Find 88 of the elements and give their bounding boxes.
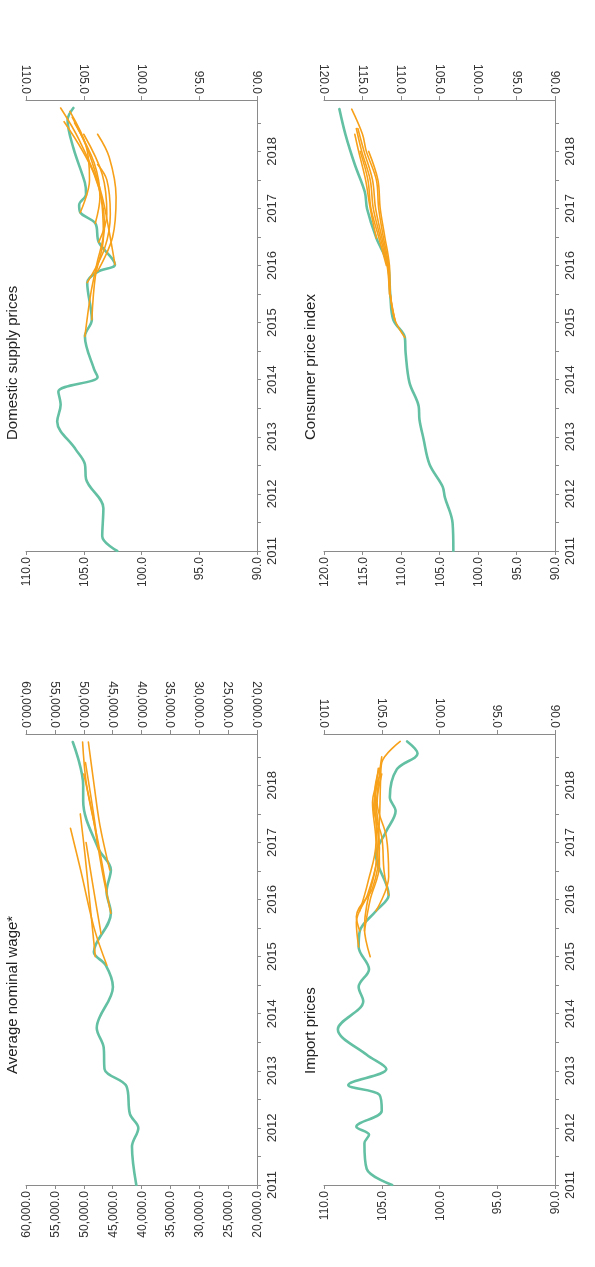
x-tick-label: 60,000.0 [19, 1190, 33, 1238]
x-tick-label: 25,000.0 [221, 1190, 236, 1238]
x2-tick-label: 90.0 [548, 70, 562, 95]
x2-tick-label: 110.0 [394, 64, 408, 95]
x2-tick-label: 55,000.0 [47, 681, 62, 729]
x2-tick-label: 115.0 [355, 64, 370, 95]
y-tick-label: 2012 [562, 1113, 577, 1143]
y-tick-label: 2018 [264, 770, 279, 800]
y-tick-label: 2015 [562, 942, 577, 972]
x2-tick-label: 60,000.0 [19, 681, 33, 729]
x-tick-label: 35,000.0 [163, 1190, 178, 1238]
x2-tick-label: 100.0 [432, 697, 447, 729]
x-tick-label: 95.0 [509, 556, 524, 581]
x2-tick-label: 95.0 [490, 704, 505, 729]
y-tick-label: 2017 [562, 194, 577, 223]
y-tick-label: 2012 [562, 479, 577, 509]
x2-tick-label: 30,000.0 [192, 681, 207, 729]
x-tick-label: 120.0 [317, 556, 331, 588]
y-tick-label: 2015 [264, 942, 279, 972]
x2-tick-label: 105.0 [76, 63, 91, 95]
x-tick-label: 100.0 [432, 1190, 447, 1222]
x-tick-label: 45,000.0 [105, 1190, 120, 1238]
y-tick-label: 2011 [264, 1171, 279, 1199]
x2-tick-label: 100.0 [471, 63, 485, 95]
x-tick-label: 50,000.0 [76, 1190, 91, 1238]
y-tick-label: 2011 [264, 537, 279, 565]
x-tick-label: 90.0 [548, 556, 562, 581]
x-tick-label: 95.0 [490, 1190, 505, 1215]
x-tick-label: 110.0 [394, 556, 408, 587]
x-tick-label: 55,000.0 [47, 1190, 62, 1238]
x2-tick-label: 105.0 [432, 63, 447, 95]
y-tick-label: 2012 [264, 479, 279, 509]
y-tick-label: 2017 [264, 194, 279, 223]
x2-tick-label: 120.0 [317, 63, 331, 95]
y-tick-label: 2013 [264, 1056, 279, 1086]
x2-tick-label: 90.0 [548, 704, 562, 729]
y-tick-label: 2013 [562, 1056, 577, 1086]
text: Average nominal wage* [3, 915, 20, 1074]
y-tick-label: 2013 [264, 422, 279, 452]
text: Consumer price index [301, 293, 318, 440]
y-tick-label: 2017 [562, 828, 577, 857]
y-tick-label: 2017 [264, 828, 279, 857]
x-tick-label: 20,000.0 [250, 1190, 264, 1238]
x2-tick-label: 105.0 [374, 697, 389, 729]
x-tick-label: 40,000.0 [134, 1190, 149, 1238]
x-tick-label: 100.0 [471, 556, 485, 588]
x2-tick-label: 95.0 [192, 70, 207, 95]
y-tick-label: 2016 [264, 251, 279, 281]
y-tick-label: 2016 [562, 885, 577, 915]
y-tick-label: 2015 [562, 308, 577, 338]
x2-tick-label: 110.0 [19, 64, 33, 95]
y-tick-label: 2018 [562, 136, 577, 166]
y-tick-label: 2014 [264, 999, 279, 1029]
y-tick-label: 2016 [562, 251, 577, 281]
x2-tick-label: 40,000.0 [134, 681, 149, 729]
y-tick-label: 2018 [264, 136, 279, 166]
y-tick-label: 2016 [264, 885, 279, 915]
x2-tick-label: 90.0 [250, 70, 264, 95]
y-tick-label: 2014 [562, 999, 577, 1029]
y-tick-label: 2011 [562, 1171, 577, 1199]
x-tick-label: 95.0 [192, 556, 207, 581]
y-tick-label: 2011 [562, 537, 577, 565]
x-tick-label: 100.0 [134, 556, 149, 588]
x-tick-label: 115.0 [355, 556, 370, 587]
x2-tick-label: 50,000.0 [76, 681, 91, 729]
x-tick-label: 105.0 [432, 556, 447, 588]
x2-tick-label: 45,000.0 [105, 681, 120, 729]
y-tick-label: 2014 [562, 365, 577, 395]
y-tick-label: 2015 [264, 308, 279, 338]
text: Import prices [301, 987, 318, 1074]
x-tick-label: 90.0 [250, 556, 264, 581]
y-tick-label: 2012 [264, 1113, 279, 1143]
y-tick-label: 2013 [562, 422, 577, 452]
x2-tick-label: 110.0 [317, 698, 331, 729]
x-tick-label: 105.0 [76, 556, 91, 588]
x2-tick-label: 95.0 [509, 70, 524, 95]
x2-tick-label: 20,000.0 [250, 681, 264, 729]
y-tick-label: 2014 [264, 365, 279, 395]
x2-tick-label: 25,000.0 [221, 681, 236, 729]
x-tick-label: 90.0 [548, 1190, 562, 1215]
x-tick-label: 110.0 [317, 1190, 331, 1221]
x-tick-label: 105.0 [374, 1190, 389, 1222]
x2-tick-label: 100.0 [134, 63, 149, 95]
text: Domestic supply prices [3, 285, 20, 440]
y-tick-label: 2018 [562, 770, 577, 800]
x-tick-label: 110.0 [19, 556, 33, 587]
x-tick-label: 30,000.0 [192, 1190, 207, 1238]
x2-tick-label: 35,000.0 [163, 681, 178, 729]
